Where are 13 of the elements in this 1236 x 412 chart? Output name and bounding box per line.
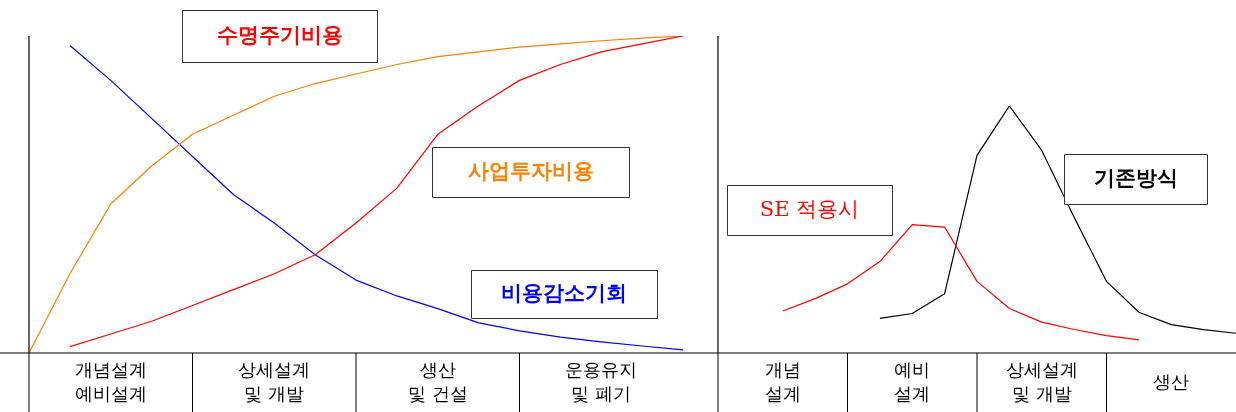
text: 수명주기비용 xyxy=(216,23,343,48)
text: 운용유지 및 폐기 xyxy=(565,358,638,404)
text: 사업투자비용 xyxy=(467,159,594,184)
text: 예비 설계 xyxy=(894,358,931,404)
series-label: 기존방식 xyxy=(1093,166,1178,191)
text: 상세설계 및 개발 xyxy=(238,358,311,404)
text: 생산 및 건설 xyxy=(407,358,468,404)
text: 개념설계 예비설계 xyxy=(74,358,147,404)
series-label: SE 적용시 xyxy=(759,197,860,222)
series-label: 비용감소기회 xyxy=(501,281,627,306)
text: 개념 설계 xyxy=(764,358,801,404)
text: 생산 xyxy=(1153,370,1190,392)
text: 상세설계 및 개발 xyxy=(1005,358,1078,404)
